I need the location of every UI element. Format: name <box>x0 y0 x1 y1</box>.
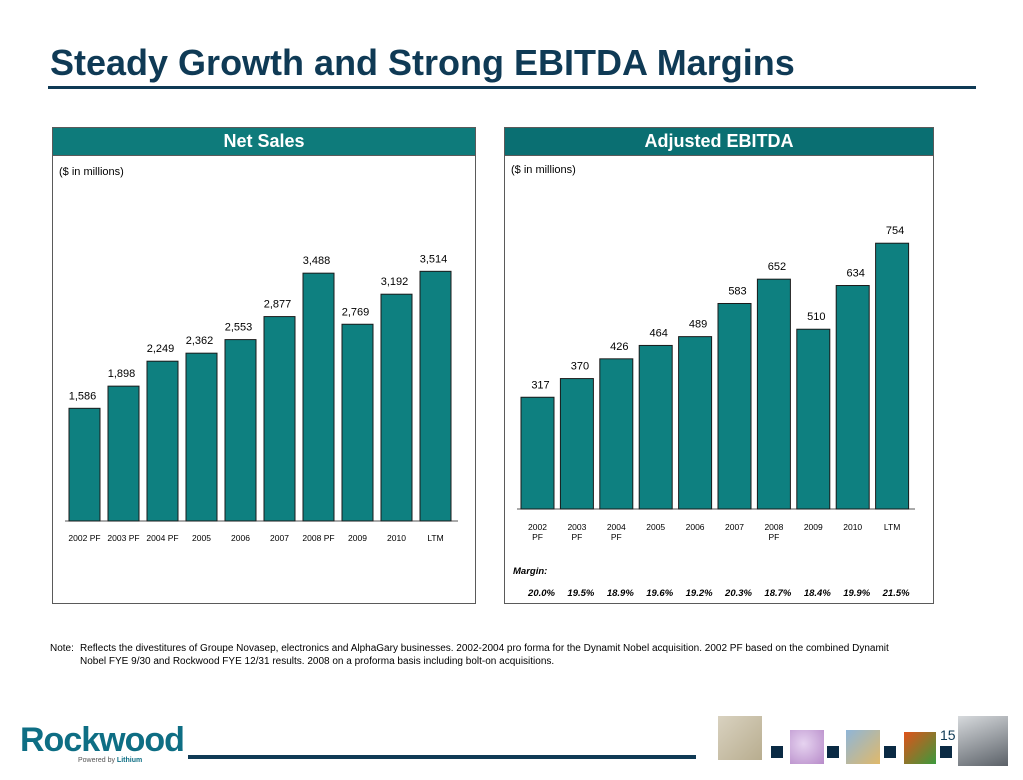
data-label-9: 3,514 <box>420 253 448 265</box>
margin-value-8: 19.9% <box>843 588 870 599</box>
footer-divider <box>188 755 696 759</box>
data-label-4: 489 <box>689 319 707 331</box>
x-tick-label-5: 2007 <box>725 522 744 532</box>
square-bullet-icon <box>771 746 783 758</box>
x-tick-label-7: 2009 <box>348 533 367 543</box>
bar-6 <box>756 278 791 510</box>
bar-2 <box>146 360 179 522</box>
net-sales-chart: 1,586 2002 PF 1,898 2003 PF 2,249 2004 PF 2,36… <box>65 253 458 543</box>
bar-3 <box>185 352 218 522</box>
x-tick-label-5: 2007 <box>270 533 289 543</box>
x-tick-label-7: 2009 <box>804 522 823 532</box>
x-tick-label-9: LTM <box>884 522 900 532</box>
net-sales-header: Net Sales <box>53 128 475 156</box>
colored-particles-icon <box>790 730 824 764</box>
x-tick-label-3: 2005 <box>192 533 211 543</box>
x-tick-label-2: 2004 PF <box>146 533 178 543</box>
bar-4 <box>224 339 257 522</box>
data-label-2: 2,249 <box>147 343 175 355</box>
data-label-3: 464 <box>650 327 668 339</box>
footnote-text: Reflects the divestitures of Groupe Nova… <box>80 643 889 667</box>
x-tick-label-4: 2006 <box>231 533 250 543</box>
logo-tagline: Powered by Lithium <box>78 757 142 764</box>
margin-value-9: 21.5% <box>882 588 910 599</box>
x-tick-label-8: 2010 <box>843 522 862 532</box>
data-label-7: 2,769 <box>342 306 370 318</box>
page-number: 15 <box>940 727 956 743</box>
square-bullet-icon <box>884 746 896 758</box>
bar-8 <box>380 293 413 522</box>
pigment-swatch-icon <box>904 732 936 764</box>
page-title: Steady Growth and Strong EBITDA Margins <box>50 42 795 83</box>
bar-2 <box>599 358 634 510</box>
x-tick-label-1: 2003 PF <box>107 533 139 543</box>
bar-7 <box>796 328 831 510</box>
bar-4 <box>678 336 713 510</box>
data-label-7: 510 <box>807 311 825 323</box>
data-label-5: 2,877 <box>264 299 292 311</box>
data-label-1: 370 <box>571 361 589 373</box>
data-label-1: 1,898 <box>108 368 136 380</box>
square-bullet-icon <box>940 746 952 758</box>
margin-value-3: 19.6% <box>646 588 673 599</box>
data-label-8: 634 <box>847 268 865 280</box>
logo-tagline-prefix: Powered by <box>78 757 117 764</box>
data-label-6: 652 <box>768 261 786 273</box>
adjusted-ebitda-panel: Adjusted EBITDA ($ in millions) 317 2002 P… <box>504 127 934 604</box>
margin-value-4: 19.2% <box>686 588 713 599</box>
adjusted-ebitda-header: Adjusted EBITDA <box>505 128 933 156</box>
x-tick-label-2: 2004 PF <box>607 522 626 542</box>
margin-value-7: 18.4% <box>804 588 831 599</box>
margin-value-2: 18.9% <box>607 588 634 599</box>
square-bullet-icon <box>827 746 839 758</box>
data-label-6: 3,488 <box>303 255 331 267</box>
data-label-4: 2,553 <box>225 322 253 334</box>
bar-1 <box>559 378 594 510</box>
margin-label: Margin: <box>513 566 547 577</box>
x-tick-label-6: 2008 PF <box>302 533 334 543</box>
data-label-3: 2,362 <box>186 335 214 347</box>
x-tick-label-0: 2002 PF <box>528 522 547 542</box>
margin-value-6: 18.7% <box>764 588 791 599</box>
car-icon <box>958 716 1008 766</box>
bar-7 <box>341 323 374 522</box>
net-sales-unit: ($ in millions) <box>59 166 124 178</box>
net-sales-panel: Net Sales ($ in millions) 1,586 2002 PF 1,… <box>52 127 476 604</box>
adjusted-ebitda-chart: 317 2002 PF 20.0% 370 2003 PF 19.5% 426 2004 PF 18.… <box>513 225 915 599</box>
logo-wordmark: Rockwood <box>20 721 185 759</box>
data-label-0: 317 <box>531 379 549 391</box>
x-tick-label-0: 2002 PF <box>68 533 100 543</box>
metal-sheets-icon <box>846 730 880 764</box>
title-divider <box>48 86 976 89</box>
data-label-9: 754 <box>886 225 904 237</box>
bar-5 <box>717 302 752 510</box>
margin-value-5: 20.3% <box>724 588 752 599</box>
bar-0 <box>520 396 555 510</box>
x-tick-label-6: 2008 PF <box>764 522 783 542</box>
bar-8 <box>835 285 870 510</box>
bar-5 <box>263 316 296 522</box>
rockwood-logo: Rockwood Powered by Lithium <box>20 722 185 766</box>
bar-9 <box>419 270 452 522</box>
lab-flask-icon <box>718 716 762 760</box>
bar-1 <box>107 385 140 522</box>
x-tick-label-9: LTM <box>427 533 443 543</box>
adjusted-ebitda-unit: ($ in millions) <box>511 164 576 176</box>
x-tick-label-4: 2006 <box>686 522 705 532</box>
data-label-5: 583 <box>728 285 746 297</box>
x-tick-label-1: 2003 PF <box>567 522 586 542</box>
x-tick-label-3: 2005 <box>646 522 665 532</box>
x-tick-label-8: 2010 <box>387 533 406 543</box>
margin-value-1: 19.5% <box>567 588 594 599</box>
bar-3 <box>638 344 673 510</box>
bar-0 <box>68 407 101 522</box>
footnote-label: Note: <box>50 643 74 654</box>
data-label-8: 3,192 <box>381 276 409 288</box>
bar-6 <box>302 272 335 522</box>
logo-tagline-brand: Lithium <box>116 757 143 764</box>
margin-value-0: 20.0% <box>527 588 555 599</box>
data-label-0: 1,586 <box>69 390 97 402</box>
bar-9 <box>875 242 910 510</box>
data-label-2: 426 <box>610 341 628 353</box>
